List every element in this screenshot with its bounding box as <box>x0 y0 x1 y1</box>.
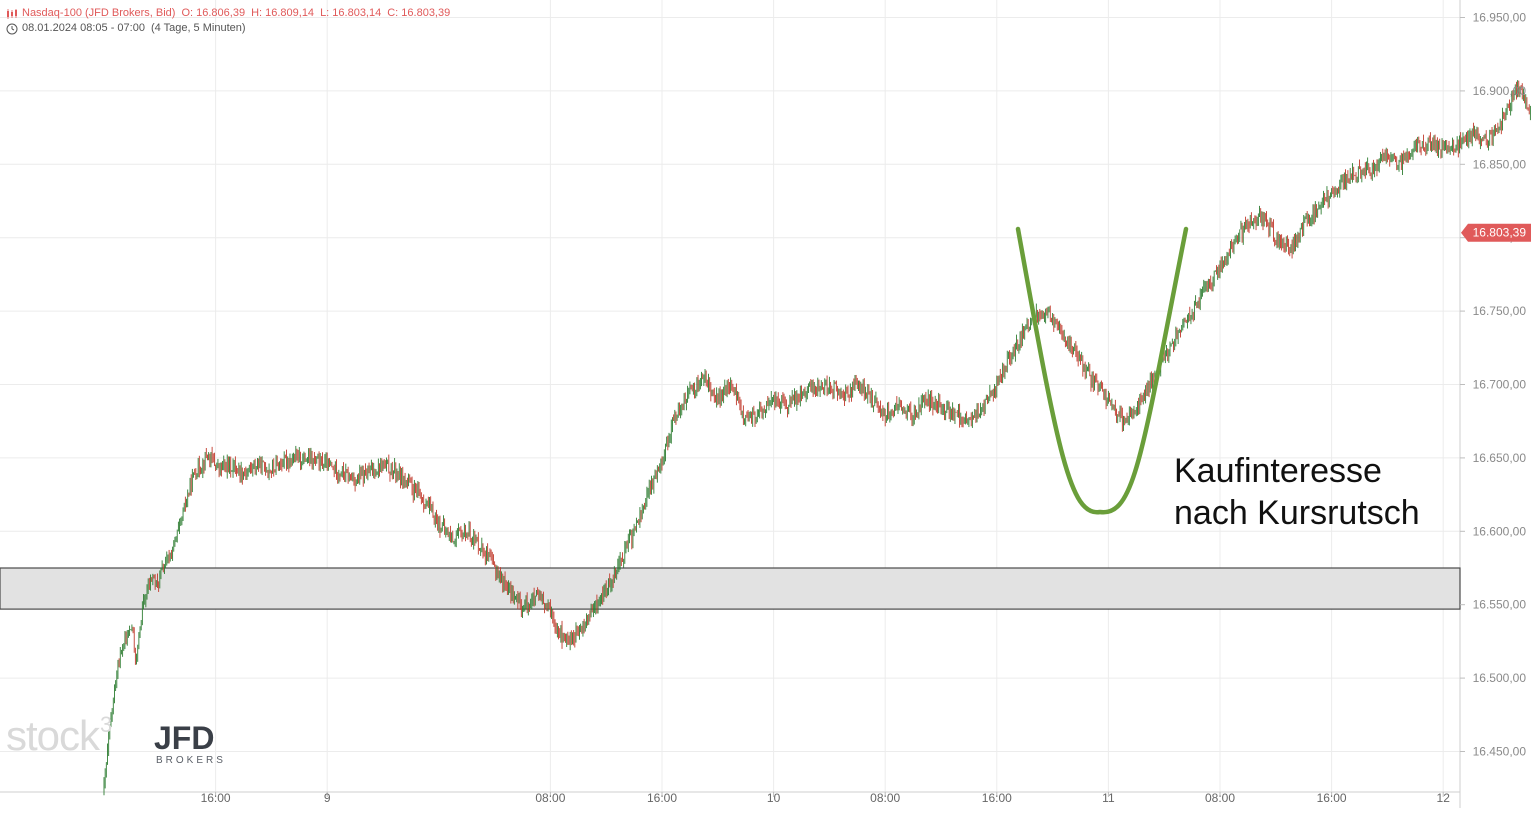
y-tick-label: 16.500,00 <box>1473 671 1527 685</box>
y-tick-label: 16.650,00 <box>1473 451 1527 465</box>
x-tick-label: 12 <box>1437 791 1451 805</box>
y-tick-label: 16.450,00 <box>1473 745 1527 759</box>
logo-brand-sup: 3 <box>100 712 113 737</box>
price-series <box>103 80 1531 796</box>
date-range: 08.01.2024 08:05 - 07:00 <box>22 22 145 34</box>
instrument-name: Nasdaq-100 (JFD Brokers, Bid) <box>22 7 176 19</box>
support-zone <box>0 567 1461 610</box>
y-tick-label: 16.850,00 <box>1473 157 1527 171</box>
x-tick-label: 16:00 <box>201 791 231 805</box>
x-tick-label: 16:00 <box>1317 791 1347 805</box>
grid <box>0 0 1461 808</box>
last-price-badge <box>1461 223 1531 242</box>
x-tick-label: 9 <box>324 791 331 805</box>
period-label: (4 Tage, 5 Minuten) <box>150 22 246 34</box>
y-axis: 16.450,00 16.500,00 16.550,00 16.600,00 16.6… <box>1460 11 1526 759</box>
clock-icon <box>6 23 18 35</box>
x-tick-label: 08:00 <box>870 791 900 805</box>
y-tick-label: 16.750,00 <box>1473 304 1527 318</box>
ohlc-open: O: 16.806,39 <box>181 7 246 19</box>
logo-partner: JFD <box>154 720 215 756</box>
logo-partner-sub: BROKERS <box>156 755 226 766</box>
logo-brand: stock <box>6 712 100 759</box>
x-tick-label: 08:00 <box>535 791 565 805</box>
last-price-label: 16.803,39 <box>1473 226 1527 240</box>
x-tick-label: 11 <box>1102 791 1115 805</box>
x-axis: 16:00 9 08:00 16:00 10 08:00 16:00 11 08:00 16:00… <box>201 791 1451 805</box>
y-tick-label: 16.550,00 <box>1473 598 1527 612</box>
y-tick-label: 16.600,00 <box>1473 524 1527 538</box>
x-tick-label: 16:00 <box>647 791 677 805</box>
x-tick-label: 08:00 <box>1205 791 1235 805</box>
annotation-line-1: Kaufinteresse <box>1174 452 1382 490</box>
x-tick-label: 16:00 <box>982 791 1012 805</box>
x-tick-label: 10 <box>767 791 781 805</box>
annotation-line-2: nach Kursrutsch <box>1174 494 1420 532</box>
candlestick-icon <box>6 8 18 20</box>
y-tick-label: 16.700,00 <box>1473 378 1527 392</box>
stock3-jfd-logo: stock3 JFD BROKERS <box>6 712 223 766</box>
ohlc-high: H: 16.809,14 <box>251 7 315 19</box>
ohlc-low: L: 16.803,14 <box>320 7 382 19</box>
y-tick-label: 16.900,00 <box>1473 84 1527 98</box>
y-tick-label: 16.950,00 <box>1473 11 1527 25</box>
last-price-marker: 16.803,39 <box>1461 223 1531 242</box>
ohlc-close: C: 16.803,39 <box>387 7 451 19</box>
chart-header: Nasdaq-100 (JFD Brokers, Bid) O: 16.806,… <box>6 6 450 36</box>
annotation-curve <box>1015 226 1189 515</box>
